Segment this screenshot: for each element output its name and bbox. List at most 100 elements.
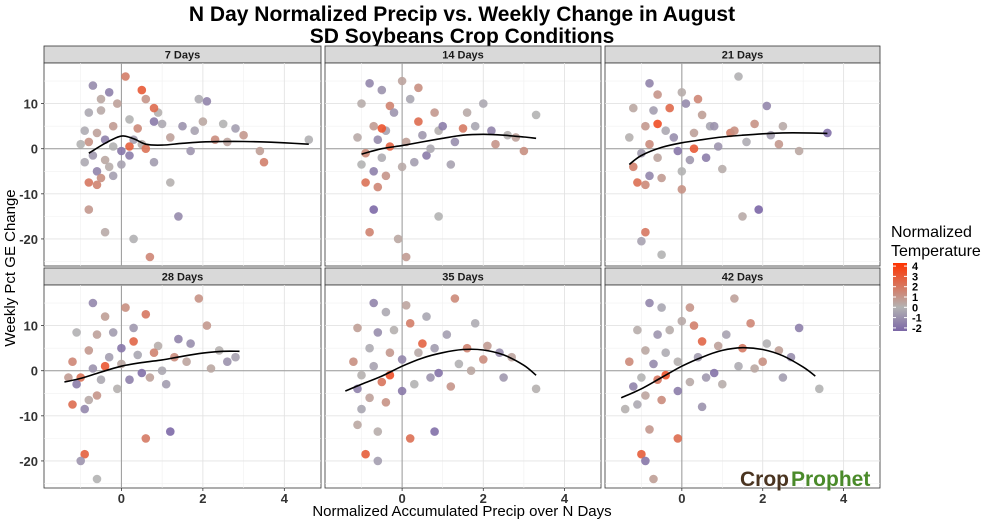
panel-background <box>43 284 322 489</box>
data-point <box>641 346 650 355</box>
data-point <box>681 99 691 108</box>
data-point <box>117 160 126 169</box>
data-point <box>426 373 435 382</box>
data-point <box>434 368 443 378</box>
data-point <box>677 316 687 326</box>
y-tick-label: -20 <box>19 454 38 469</box>
data-point <box>186 339 195 348</box>
x-tick-label: 2 <box>759 491 766 506</box>
data-point <box>511 133 521 142</box>
data-point <box>637 236 646 246</box>
data-point <box>121 72 130 81</box>
data-point <box>349 357 358 367</box>
data-point <box>186 146 195 156</box>
data-point <box>620 404 630 414</box>
data-point <box>669 133 679 142</box>
data-point <box>657 395 666 405</box>
data-point <box>166 178 175 187</box>
data-point <box>117 146 126 156</box>
data-point <box>198 117 208 126</box>
panel-21-days: 21 Days <box>604 45 881 267</box>
data-point <box>625 357 634 367</box>
data-point <box>202 321 212 330</box>
trend-line <box>344 348 537 392</box>
data-point <box>697 110 707 120</box>
data-point <box>677 167 687 176</box>
data-point <box>778 121 788 131</box>
data-point <box>80 404 89 414</box>
data-point <box>649 474 658 484</box>
data-point <box>405 319 415 328</box>
data-point <box>174 334 183 344</box>
data-point <box>641 180 650 190</box>
data-point <box>100 227 110 237</box>
data-point <box>645 79 654 88</box>
data-point <box>353 133 362 142</box>
data-point <box>385 101 395 111</box>
x-tick-label: 4 <box>561 491 569 506</box>
data-point <box>80 449 89 459</box>
data-point <box>718 379 727 389</box>
facet-label: 21 Days <box>722 50 764 62</box>
panel-background <box>43 62 322 267</box>
y-tick-label: 10 <box>24 319 38 334</box>
data-point <box>442 330 452 339</box>
data-point <box>430 427 439 436</box>
data-point <box>458 124 468 133</box>
trend-line <box>628 132 828 166</box>
data-point <box>641 121 650 131</box>
data-point <box>157 366 167 376</box>
data-point <box>758 357 767 367</box>
data-point <box>629 382 638 391</box>
data-point <box>161 379 171 389</box>
data-point <box>72 379 81 389</box>
logo: Crop Prophet <box>740 468 870 491</box>
data-point <box>377 124 387 133</box>
panel-background <box>324 284 602 489</box>
data-point <box>84 137 94 147</box>
data-point <box>734 361 743 371</box>
data-point <box>141 144 151 153</box>
data-point <box>649 359 658 369</box>
y-axis-title: Weekly Pct GE Change <box>2 189 19 346</box>
x-tick-label: 4 <box>840 491 848 506</box>
data-point <box>64 373 73 382</box>
data-point <box>223 357 232 367</box>
chart-title: N Day Normalized Precip vs. Weekly Chang… <box>189 3 735 26</box>
y-tick-label: 0 <box>31 142 38 157</box>
data-point <box>113 384 122 394</box>
data-point <box>357 99 366 108</box>
x-axis-title: Normalized Accumulated Precip over N Day… <box>312 503 611 520</box>
data-point <box>365 227 374 237</box>
data-point <box>84 205 94 214</box>
data-point <box>357 404 366 414</box>
data-point <box>92 128 102 138</box>
data-point <box>259 157 269 167</box>
data-point <box>778 373 788 382</box>
data-point <box>397 386 407 396</box>
data-point <box>665 325 674 335</box>
data-point <box>68 400 77 409</box>
data-point <box>117 343 126 353</box>
legend-tick-label: -1 <box>912 313 922 325</box>
data-point <box>730 294 739 303</box>
data-point <box>697 402 707 412</box>
data-point <box>166 427 175 436</box>
data-point <box>774 139 784 149</box>
data-point <box>446 382 456 391</box>
data-point <box>137 368 147 378</box>
trend-line <box>620 346 816 399</box>
data-point <box>746 319 755 328</box>
data-point <box>218 119 228 129</box>
data-point <box>84 346 94 355</box>
data-point <box>418 339 427 348</box>
data-point <box>414 83 423 93</box>
data-point <box>231 124 240 133</box>
data-point <box>701 153 711 162</box>
data-point <box>133 124 142 133</box>
legend-tick-label: -2 <box>912 323 922 335</box>
data-point <box>92 391 102 400</box>
data-point <box>653 330 662 339</box>
data-point <box>149 117 159 126</box>
